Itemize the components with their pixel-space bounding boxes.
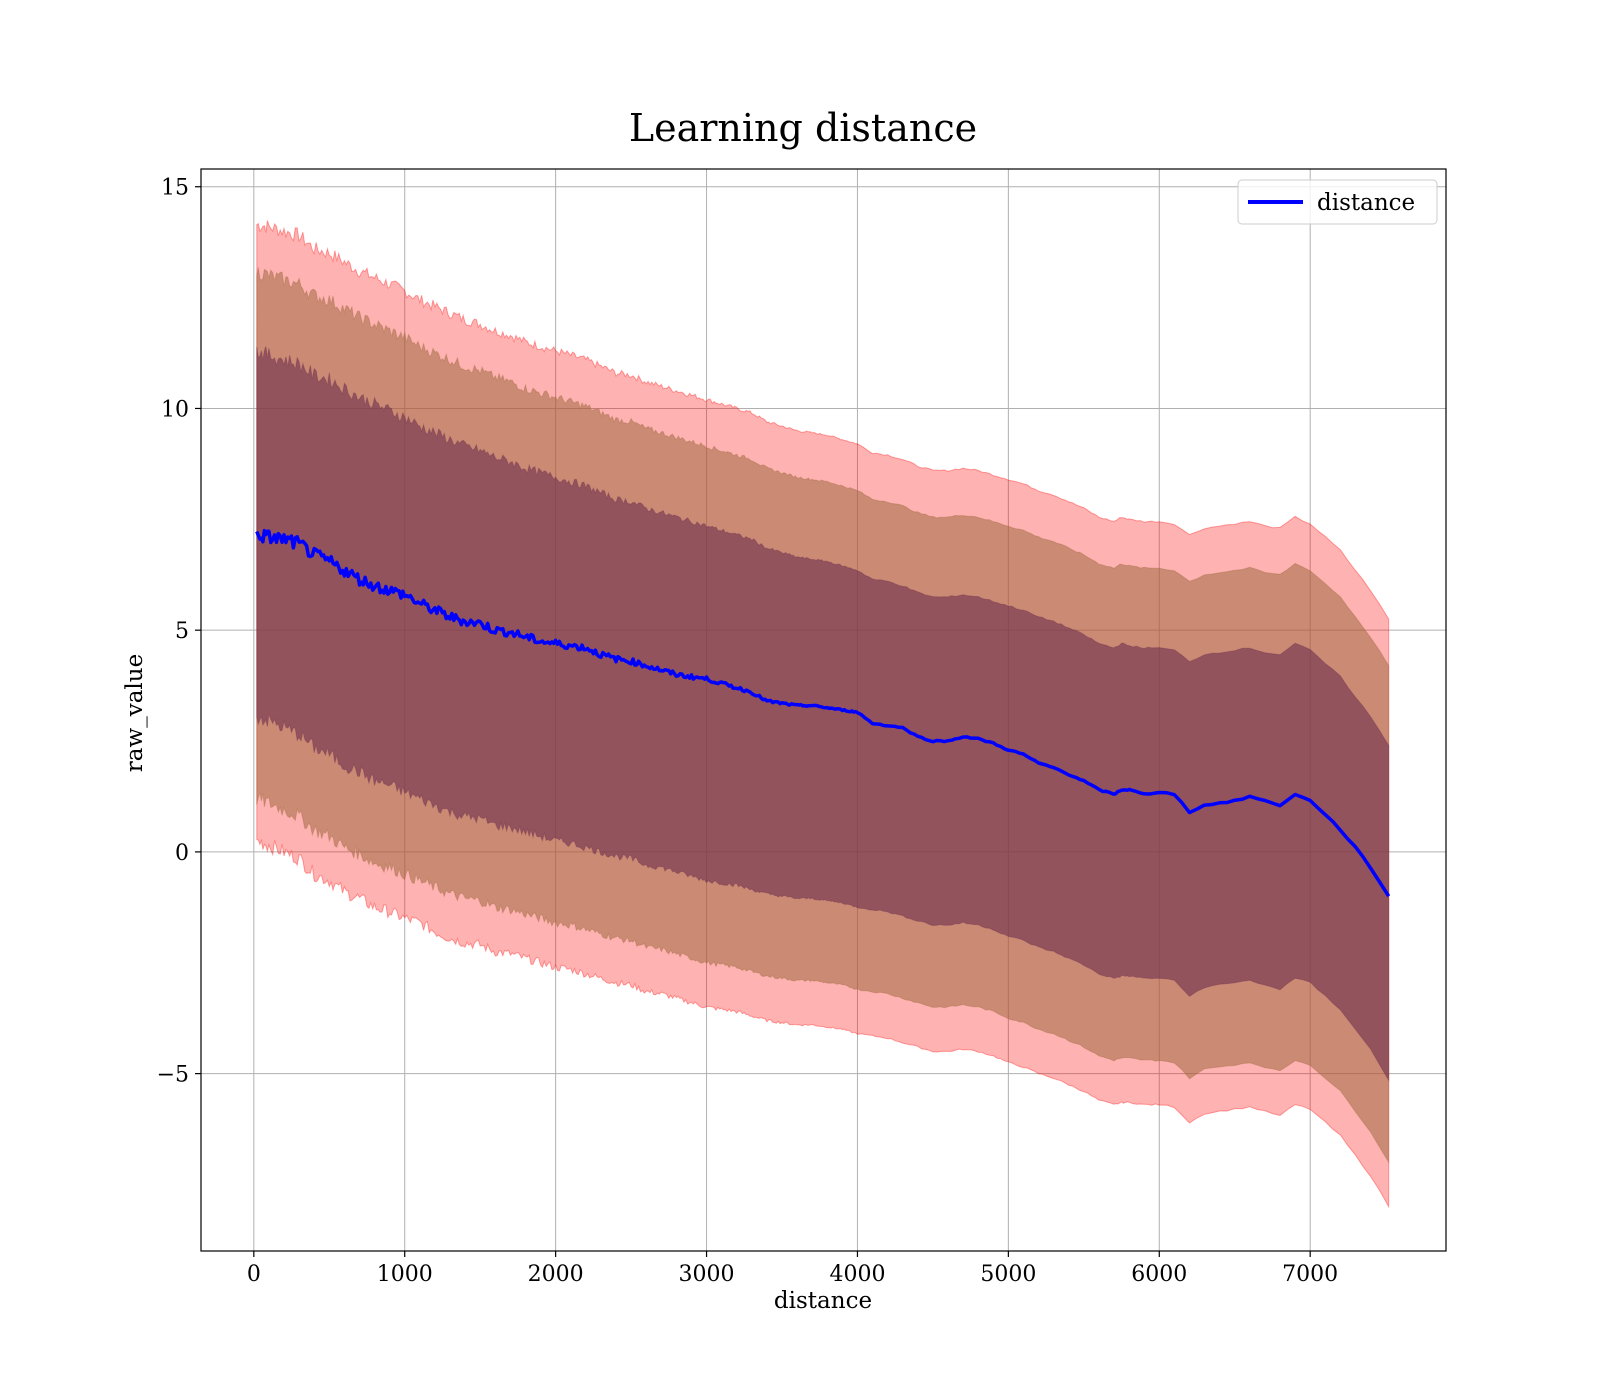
band-inner xyxy=(256,346,1390,1083)
x-tick-label: 4000 xyxy=(829,1262,885,1287)
y-tick-label: 5 xyxy=(175,619,189,644)
chart-title: Learning distance xyxy=(629,106,977,150)
x-tick-label: 6000 xyxy=(1131,1262,1187,1287)
y-axis-title: raw_value xyxy=(122,654,148,772)
legend-label-distance: distance xyxy=(1317,190,1415,216)
y-tick-label: −5 xyxy=(157,1063,189,1088)
x-tick-label: 0 xyxy=(247,1262,261,1287)
y-tick-label: 15 xyxy=(161,176,189,201)
x-tick-label: 2000 xyxy=(528,1262,584,1287)
legend: distance xyxy=(1237,179,1438,225)
x-tick-label: 3000 xyxy=(679,1262,735,1287)
x-tick-label: 1000 xyxy=(377,1262,433,1287)
y-tick-label: 0 xyxy=(175,841,189,866)
plot-frame xyxy=(200,168,1447,1252)
series-line-distance xyxy=(255,528,1391,898)
plot-area: 0 1000 2000 3000 4000 5000 6000 7000 −5 0 5 10 15 xyxy=(157,168,1447,1287)
x-axis-title: distance xyxy=(774,1288,872,1314)
legend-box xyxy=(1237,179,1438,225)
y-tick-label: 10 xyxy=(161,397,189,422)
x-tick-label: 7000 xyxy=(1282,1262,1338,1287)
x-tick-label: 5000 xyxy=(980,1262,1036,1287)
